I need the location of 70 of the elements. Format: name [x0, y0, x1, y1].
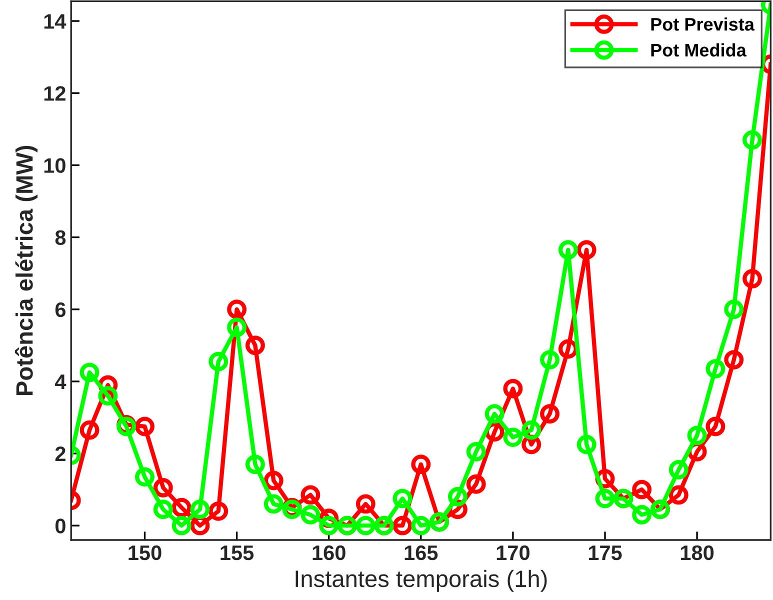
x-tick-label: 175 [588, 546, 622, 560]
point [208, 352, 228, 372]
y-tick-label: 12 [44, 86, 66, 101]
point [190, 500, 210, 520]
x-tick-label: 180 [680, 545, 714, 560]
point [153, 500, 173, 520]
y-axis-title: Potência elétrica (MW) [15, 146, 38, 395]
point [687, 426, 707, 446]
x-tick-label: 160 [312, 545, 346, 560]
point [540, 350, 560, 370]
point [448, 487, 468, 506]
point [668, 485, 688, 505]
point [227, 300, 247, 320]
point [264, 494, 284, 514]
point [632, 480, 652, 500]
point [392, 516, 412, 536]
point [503, 428, 523, 448]
point [576, 434, 596, 454]
point [706, 359, 726, 379]
y-tick-label: 8 [55, 230, 66, 246]
point [300, 505, 320, 524]
point [484, 404, 504, 424]
point [576, 240, 596, 260]
point [540, 404, 560, 424]
point [172, 516, 192, 536]
point [264, 470, 284, 490]
point [135, 416, 154, 436]
point [208, 501, 228, 521]
point [135, 467, 154, 487]
point [80, 362, 100, 382]
point [392, 488, 412, 508]
y-tick-label: 14 [44, 14, 66, 29]
point [466, 474, 486, 494]
point [632, 505, 652, 524]
legend-label: Pot Medida [651, 43, 746, 57]
y-tick-label: 2 [55, 446, 66, 462]
point [245, 454, 265, 474]
point [356, 494, 376, 514]
point [558, 240, 578, 260]
point [466, 442, 486, 462]
point [503, 378, 523, 398]
point [595, 488, 615, 508]
point [742, 268, 762, 288]
y-tick-label: 0 [55, 518, 66, 534]
x-tick-label: 165 [404, 545, 438, 560]
point [668, 460, 688, 480]
point [706, 416, 726, 436]
point [80, 420, 100, 440]
x-tick-label: 170 [496, 545, 530, 560]
point [724, 300, 744, 320]
point [742, 130, 762, 150]
x-tick-label: 150 [128, 545, 162, 560]
y-tick-label: 4 [54, 374, 66, 389]
point [172, 498, 192, 518]
point [522, 420, 542, 440]
point [411, 454, 431, 474]
point [245, 336, 265, 356]
y-tick-label: 6 [55, 302, 66, 318]
point [724, 350, 744, 370]
y-tick-label: 10 [44, 158, 66, 173]
point [356, 516, 376, 536]
legend-label: Pot Prevista [651, 17, 755, 31]
point [300, 485, 320, 505]
x-tick-label: 155 [220, 546, 254, 560]
x-axis-title: Instantes temporais (1h) [296, 570, 547, 592]
point [227, 318, 247, 338]
point [153, 478, 173, 498]
point [319, 516, 339, 536]
point [411, 516, 431, 536]
point [98, 386, 118, 406]
